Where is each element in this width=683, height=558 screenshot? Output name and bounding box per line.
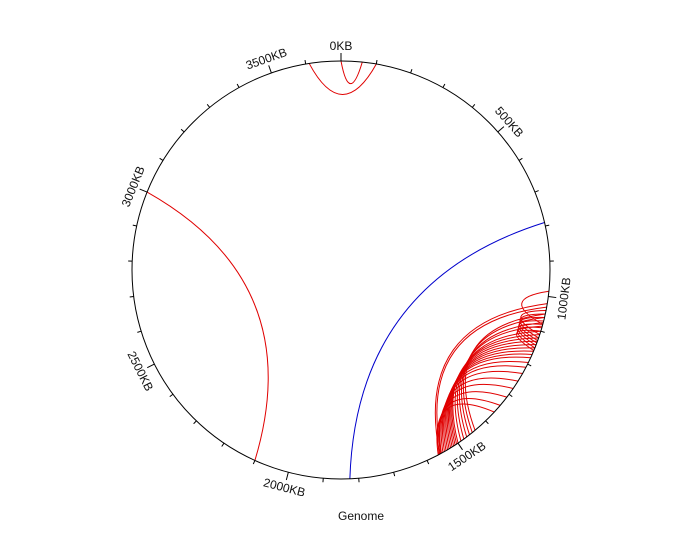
tick-label: 3500KB: [244, 45, 289, 72]
minor-tick: [485, 420, 489, 425]
red-link: [340, 60, 363, 84]
red-link: [438, 391, 508, 454]
red-link: [437, 398, 501, 455]
red-link: [444, 361, 529, 450]
minor-tick: [410, 69, 413, 74]
ticks-layer: [128, 53, 557, 483]
major-tick: [497, 126, 505, 133]
red-link: [445, 356, 531, 449]
major-tick: [548, 296, 557, 299]
genome-label: Genome: [338, 509, 384, 523]
tick-labels: 0KB500KB1000KB1500KB2000KB2500KB3000KB35…: [119, 39, 574, 500]
major-tick: [147, 363, 155, 369]
major-tick: [285, 472, 289, 481]
red-link: [518, 316, 545, 342]
red-link: [441, 370, 523, 452]
red-link: [449, 347, 535, 447]
red-link: [516, 329, 541, 351]
red-link: [434, 303, 548, 455]
major-tick: [268, 65, 272, 74]
red-link: [443, 365, 527, 451]
minor-tick: [442, 83, 446, 88]
red-link: [521, 290, 549, 325]
minor-tick: [180, 128, 185, 133]
minor-tick: [508, 393, 513, 398]
red-link: [451, 340, 538, 445]
red-link: [308, 63, 377, 95]
minor-tick: [252, 460, 256, 465]
minor-tick: [534, 190, 539, 193]
blue-link: [349, 222, 545, 479]
major-tick: [457, 442, 463, 451]
minor-tick: [236, 83, 240, 88]
red-link: [452, 337, 539, 444]
minor-tick: [375, 59, 378, 65]
minor-tick: [132, 224, 137, 227]
minor-tick: [426, 460, 430, 465]
minor-tick: [540, 330, 545, 333]
red-link: [516, 326, 542, 349]
minor-tick: [206, 103, 211, 108]
red-link: [146, 191, 269, 461]
minor-tick: [471, 103, 476, 108]
red-link: [440, 377, 519, 453]
tick-label: 2500KB: [124, 349, 156, 393]
minor-tick: [221, 442, 225, 447]
red-link: [517, 323, 543, 346]
genome-circle: [131, 60, 551, 480]
tick-label: 0KB: [330, 39, 353, 53]
minor-tick: [159, 157, 164, 161]
minor-tick: [393, 472, 396, 477]
red-link: [439, 383, 514, 454]
red-link: [450, 344, 537, 446]
major-tick: [139, 188, 148, 193]
minor-tick: [137, 330, 142, 333]
links-layer: [146, 60, 549, 479]
tick-label: 1000KB: [554, 276, 573, 320]
red-link: [463, 316, 545, 433]
tick-label: 500KB: [492, 104, 526, 140]
minor-tick: [169, 393, 174, 398]
tick-label: 2000KB: [262, 475, 307, 499]
red-link: [447, 350, 534, 448]
minor-tick: [518, 157, 523, 161]
minor-tick: [193, 420, 197, 425]
red-link: [446, 353, 533, 449]
red-link: [519, 313, 546, 339]
red-link: [436, 306, 547, 454]
minor-tick: [304, 59, 307, 65]
minor-tick: [545, 224, 550, 227]
minor-tick: [129, 296, 134, 298]
minor-tick: [527, 363, 532, 367]
